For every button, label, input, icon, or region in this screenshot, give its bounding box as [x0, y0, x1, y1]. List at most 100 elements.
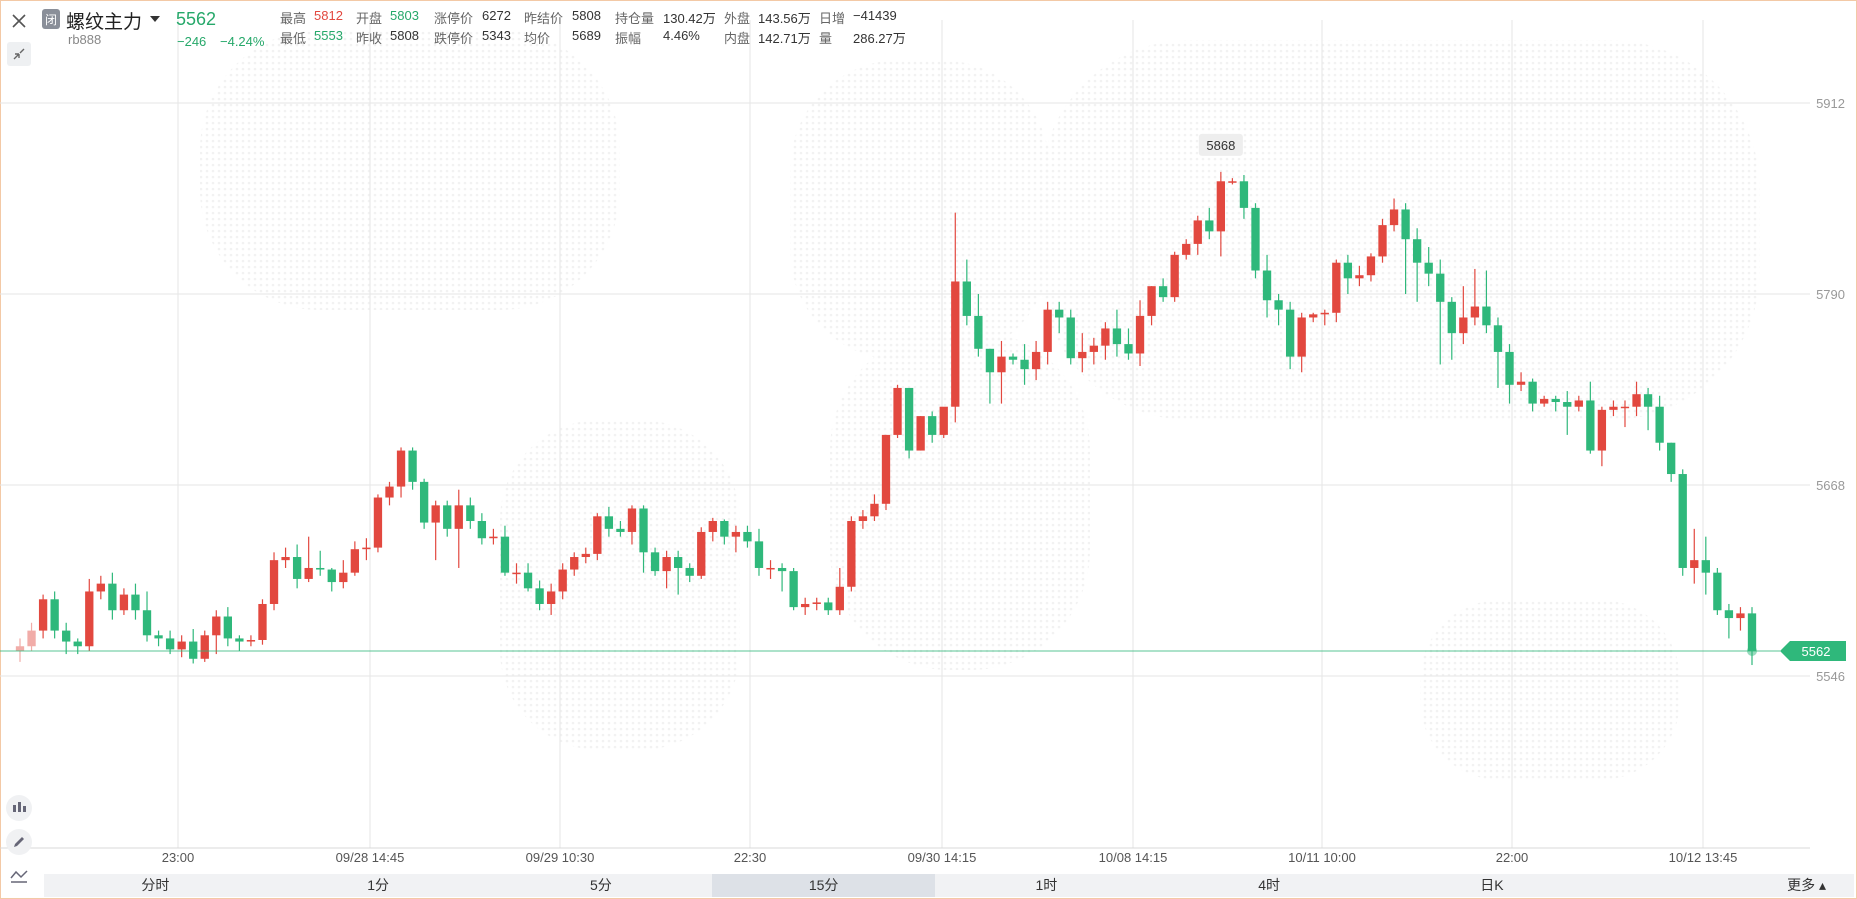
candle	[466, 497, 475, 529]
stat-value: 5812	[314, 8, 343, 23]
world-map-background	[200, 30, 1760, 780]
candle-body	[985, 348, 995, 373]
candle-body	[62, 630, 71, 642]
indicator-icon[interactable]	[6, 795, 32, 821]
candle-body	[119, 594, 129, 611]
candle	[443, 500, 452, 537]
stat-item: 开盘 5803	[356, 8, 419, 27]
candle-body	[1366, 256, 1376, 276]
candle	[1713, 567, 1722, 615]
stat-item: 跌停价 5343	[434, 28, 511, 47]
candle	[15, 638, 25, 662]
candle-body	[708, 521, 717, 532]
candle	[1182, 239, 1191, 260]
candle-body	[477, 521, 487, 539]
candle-body	[1101, 328, 1110, 346]
candle	[812, 597, 821, 611]
candle	[1609, 400, 1618, 417]
tab-1[interactable]: 1分	[367, 877, 390, 893]
last-price-tag	[1780, 640, 1846, 661]
candle-body	[96, 583, 105, 592]
candle-body	[27, 630, 36, 647]
candle-body	[1713, 572, 1722, 611]
period-tabs: 分时 1分 5分 15分 1时 4时 日K 更多 ▴	[44, 874, 1854, 897]
tab-5[interactable]: 4时	[1258, 877, 1281, 893]
candle-body	[1309, 314, 1318, 318]
status-badge: 闭	[42, 9, 60, 29]
candle-body	[824, 602, 833, 611]
candle	[62, 622, 71, 655]
candle-body	[1736, 613, 1745, 619]
tab-6[interactable]: 日K	[1480, 877, 1504, 893]
pencil-icon[interactable]	[6, 829, 32, 855]
candle	[489, 528, 498, 545]
candle	[731, 525, 741, 553]
candle-body	[1078, 351, 1087, 359]
candle	[743, 525, 752, 548]
price-change: −246	[177, 34, 207, 49]
candle-body	[142, 610, 152, 636]
candle-body	[1412, 239, 1422, 263]
candle-body	[1551, 398, 1560, 403]
shrink-icon[interactable]	[7, 42, 31, 66]
candle	[362, 538, 371, 561]
candle-body	[281, 557, 290, 561]
candle	[1355, 265, 1364, 287]
candle-body	[431, 505, 440, 523]
candle	[535, 580, 544, 611]
candle	[189, 629, 198, 664]
stat-value: −41439	[853, 8, 897, 23]
candle	[801, 597, 810, 615]
candle-body	[731, 531, 741, 537]
candle-body	[893, 387, 902, 435]
candle	[1632, 381, 1641, 417]
candle	[258, 599, 267, 645]
candle-body	[685, 567, 694, 576]
stat-label: 均价	[524, 31, 551, 46]
last-price-tag-label: 5562	[1802, 644, 1831, 659]
candle-body	[674, 557, 683, 568]
candle-body	[419, 481, 429, 523]
candle-body	[546, 591, 556, 604]
stat-item: 昨收 5808	[356, 28, 419, 47]
candle	[1412, 228, 1422, 302]
stat-value: 143.56万	[758, 11, 811, 26]
candle-body	[1424, 262, 1433, 274]
close-icon[interactable]	[7, 9, 31, 33]
candle	[1516, 372, 1526, 392]
candle-body	[754, 541, 764, 568]
candle	[200, 630, 209, 662]
candle	[1332, 259, 1341, 323]
instrument-title[interactable]: 螺纹主力	[66, 12, 143, 33]
candle	[916, 416, 925, 451]
tab-0[interactable]: 分时	[141, 877, 170, 893]
candle-body	[650, 552, 660, 572]
candle-body	[235, 638, 244, 642]
candle	[766, 560, 775, 579]
candle-body	[1378, 225, 1387, 257]
stat-label: 振幅	[615, 31, 642, 46]
line-tool-icon[interactable]	[6, 863, 32, 889]
y-tick-label: 5790	[1816, 287, 1845, 302]
tab-3[interactable]: 15分	[712, 874, 935, 897]
tab-2[interactable]: 5分	[589, 877, 612, 893]
candle	[1135, 300, 1145, 367]
candle-body	[1332, 262, 1341, 313]
candle	[408, 447, 417, 490]
chevron-down-icon[interactable]	[150, 16, 160, 22]
high-marker-box	[1198, 133, 1243, 156]
candle	[246, 635, 256, 647]
candle-body	[523, 572, 533, 589]
candle-body	[1643, 394, 1653, 407]
x-tick-label: 09/30 14:15	[908, 850, 977, 865]
candle-body	[1008, 356, 1018, 360]
candle	[1447, 297, 1456, 360]
tab-4[interactable]: 1时	[1035, 877, 1058, 893]
stat-value: 5803	[390, 8, 419, 23]
candle	[1158, 278, 1168, 302]
candle-body	[246, 639, 256, 642]
candle-body	[73, 641, 82, 647]
y-tick-label: 5546	[1816, 669, 1845, 684]
tab-7[interactable]: 更多 ▴	[1787, 877, 1826, 893]
